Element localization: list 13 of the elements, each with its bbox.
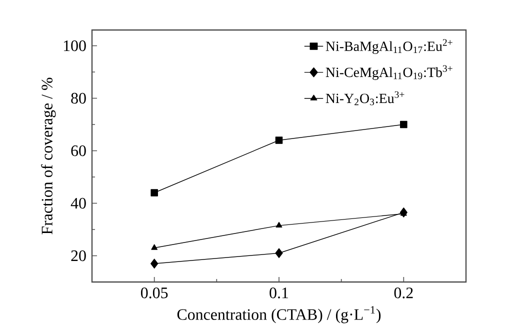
legend-label: Ni-BaMgAl$_{11}$O$_{17}$:Eu$^{2+}$: [326, 39, 452, 54]
legend-label: Ni-CeMgAl$_{11}$O$_{19}$:Tb$^{3+}$: [326, 65, 452, 80]
y-tick-label: 40: [70, 198, 86, 209]
x-axis-title: Concentration (CTAB) / (g·L$^{−1}$): [177, 306, 381, 324]
y-axis-title: Fraction of coverage / %: [41, 78, 56, 234]
y-tick-label: 100: [64, 40, 86, 52]
y-tick-label: 80: [71, 92, 86, 104]
legend-label: Ni-Y$_{2}$O$_{3}$:Eu$^{3+}$: [326, 91, 404, 106]
x-tick-label: 0.2: [394, 288, 413, 298]
y-tick-label: 60: [71, 145, 86, 156]
x-tick-label: 0.05: [140, 288, 168, 298]
x-tick-label: 0.1: [270, 288, 288, 298]
y-tick-label: 20: [71, 250, 86, 262]
